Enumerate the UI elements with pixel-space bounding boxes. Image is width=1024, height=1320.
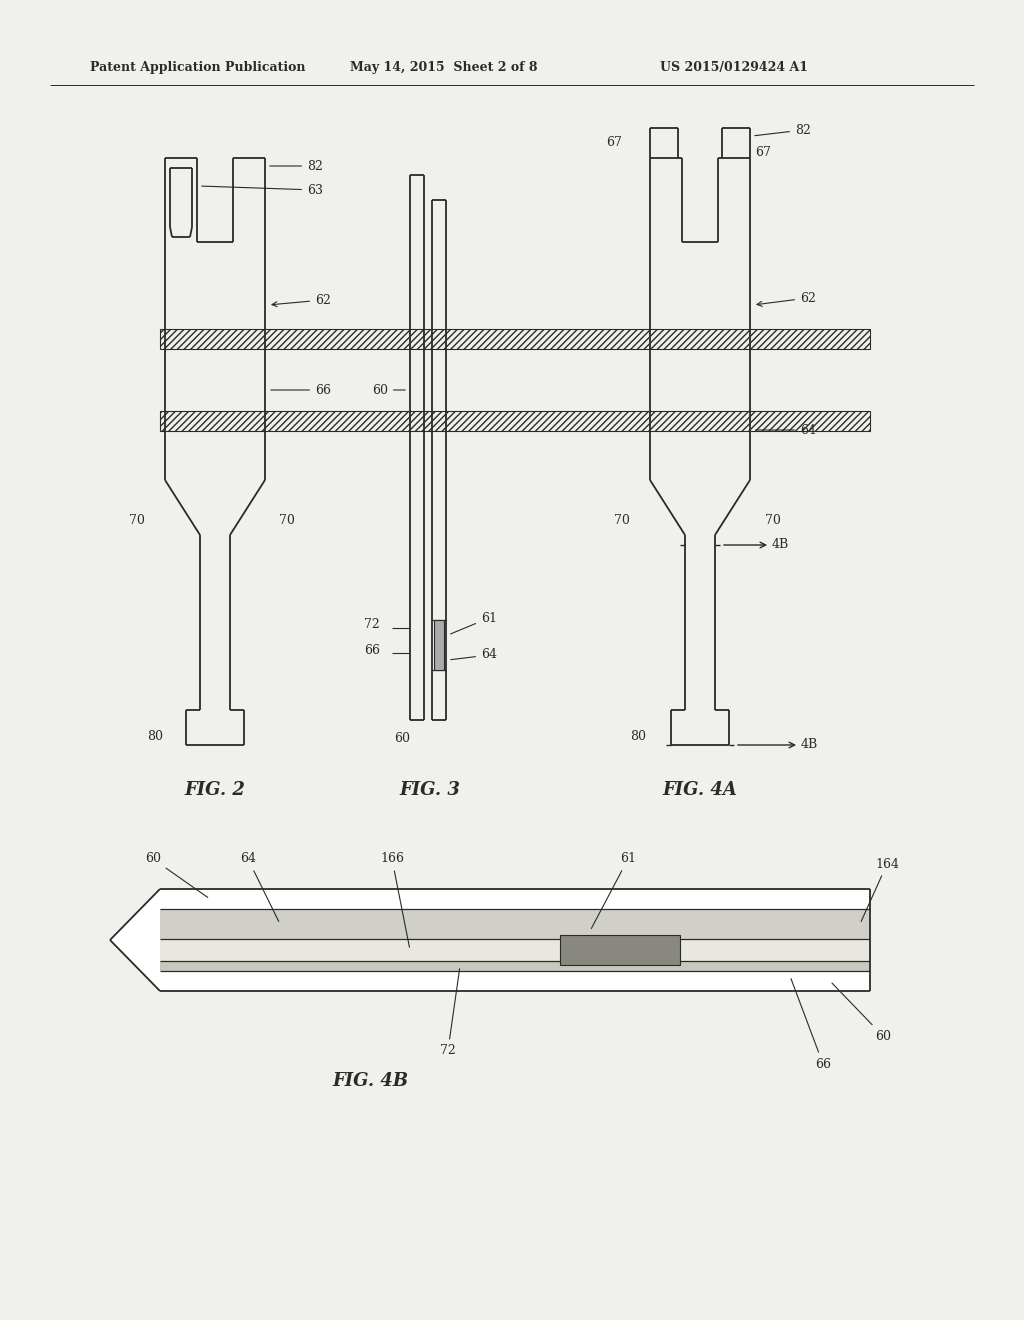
Text: 66: 66 bbox=[364, 644, 380, 656]
Text: 82: 82 bbox=[755, 124, 811, 136]
Text: 80: 80 bbox=[147, 730, 163, 743]
Text: 61: 61 bbox=[451, 611, 497, 634]
Text: FIG. 4A: FIG. 4A bbox=[663, 781, 737, 799]
Text: 64: 64 bbox=[240, 853, 279, 921]
Text: FIG. 2: FIG. 2 bbox=[184, 781, 246, 799]
Text: 60: 60 bbox=[145, 853, 208, 898]
Bar bbox=[434, 620, 444, 671]
Text: 63: 63 bbox=[202, 183, 323, 197]
Text: 4B: 4B bbox=[772, 539, 790, 552]
Text: US 2015/0129424 A1: US 2015/0129424 A1 bbox=[660, 62, 808, 74]
Text: 64: 64 bbox=[756, 424, 816, 437]
Text: 66: 66 bbox=[791, 978, 831, 1071]
Text: 82: 82 bbox=[269, 160, 323, 173]
Bar bbox=[160, 909, 870, 939]
Text: FIG. 4B: FIG. 4B bbox=[332, 1072, 408, 1090]
Text: 164: 164 bbox=[861, 858, 899, 921]
Text: 62: 62 bbox=[272, 293, 331, 306]
Text: Patent Application Publication: Patent Application Publication bbox=[90, 62, 305, 74]
Bar bbox=[160, 939, 870, 961]
Text: May 14, 2015  Sheet 2 of 8: May 14, 2015 Sheet 2 of 8 bbox=[350, 62, 538, 74]
Text: 67: 67 bbox=[755, 147, 771, 160]
Text: 70: 70 bbox=[614, 513, 630, 527]
Text: 67: 67 bbox=[606, 136, 622, 149]
Text: 70: 70 bbox=[129, 513, 145, 527]
Text: 70: 70 bbox=[765, 513, 781, 527]
Text: 4B: 4B bbox=[801, 738, 818, 751]
Text: 72: 72 bbox=[365, 619, 380, 631]
Text: 62: 62 bbox=[757, 292, 816, 306]
Text: 166: 166 bbox=[380, 853, 410, 948]
Bar bbox=[560, 935, 680, 965]
Text: FIG. 3: FIG. 3 bbox=[399, 781, 461, 799]
Text: 70: 70 bbox=[280, 513, 295, 527]
Polygon shape bbox=[110, 888, 870, 991]
Text: 80: 80 bbox=[630, 730, 646, 743]
Text: 64: 64 bbox=[451, 648, 497, 661]
Text: 60: 60 bbox=[394, 731, 410, 744]
Text: 72: 72 bbox=[440, 969, 460, 1057]
Text: 66: 66 bbox=[270, 384, 331, 396]
Text: 60: 60 bbox=[831, 983, 891, 1043]
Text: 61: 61 bbox=[591, 853, 636, 928]
Text: 60: 60 bbox=[372, 384, 406, 396]
Bar bbox=[160, 961, 870, 972]
